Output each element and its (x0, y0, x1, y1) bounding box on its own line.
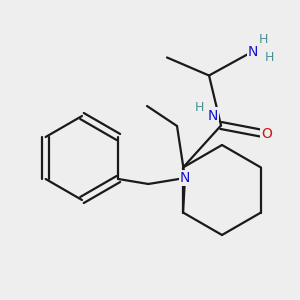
Text: N: N (248, 44, 258, 58)
Text: O: O (262, 127, 272, 140)
Text: H: H (194, 101, 204, 114)
Text: N: N (208, 109, 218, 122)
Text: H: H (258, 33, 268, 46)
Text: N: N (180, 171, 190, 185)
Text: H: H (264, 51, 274, 64)
